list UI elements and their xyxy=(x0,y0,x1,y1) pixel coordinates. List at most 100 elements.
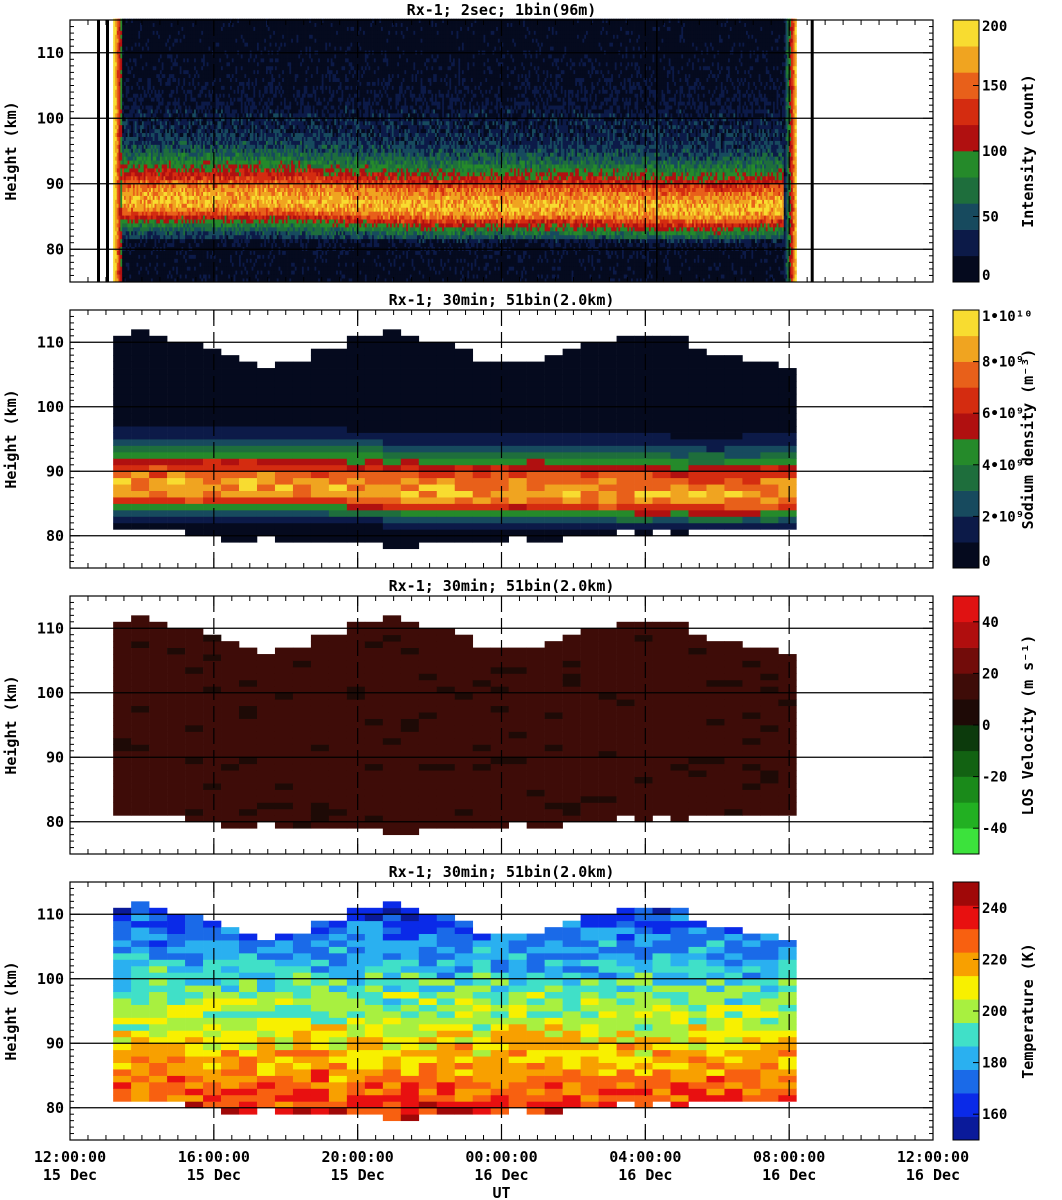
intensity-cell xyxy=(149,128,152,134)
intensity-cell xyxy=(185,262,188,267)
intensity-cell xyxy=(114,191,118,196)
intensity-cell xyxy=(145,89,148,94)
intensity-cell xyxy=(192,69,195,75)
intensity-cell xyxy=(122,234,125,240)
intensity-cell xyxy=(185,199,188,204)
intensity-cell xyxy=(156,223,159,228)
intensity-cell xyxy=(120,144,123,149)
intensity-cell xyxy=(156,160,159,165)
intensity-cell xyxy=(176,34,179,39)
intensity-cell xyxy=(123,105,127,110)
intensity-cell xyxy=(120,140,123,145)
intensity-cell xyxy=(141,262,145,267)
intensity-cell xyxy=(136,26,139,31)
intensity-cell xyxy=(176,42,179,47)
intensity-cell xyxy=(127,34,130,39)
intensity-cell xyxy=(174,175,177,181)
intensity-cell xyxy=(183,171,186,177)
intensity-cell xyxy=(186,164,190,169)
intensity-cell xyxy=(194,215,197,220)
intensity-cell xyxy=(170,171,173,177)
intensity-cell xyxy=(177,144,181,149)
intensity-cell xyxy=(114,18,118,24)
intensity-cell xyxy=(154,81,157,86)
intensity-cell xyxy=(159,156,163,161)
intensity-cell xyxy=(152,238,155,244)
intensity-cell xyxy=(168,101,172,106)
intensity-cell xyxy=(120,105,123,110)
intensity-cell xyxy=(116,219,119,224)
intensity-cell xyxy=(176,215,179,220)
intensity-cell xyxy=(170,215,173,220)
intensity-cell xyxy=(140,219,143,224)
intensity-cell xyxy=(185,136,188,141)
intensity-cell xyxy=(154,226,157,232)
intensity-cell xyxy=(113,105,116,110)
intensity-cell xyxy=(147,187,150,193)
intensity-cell xyxy=(149,73,152,79)
intensity-cell xyxy=(177,132,181,137)
intensity-cell xyxy=(192,203,195,208)
intensity-cell xyxy=(185,230,188,236)
intensity-cell xyxy=(147,278,150,283)
intensity-cell xyxy=(149,42,152,47)
intensity-cell xyxy=(145,168,148,173)
intensity-cell xyxy=(163,18,166,24)
intensity-cell xyxy=(188,34,191,39)
intensity-cell xyxy=(136,144,139,149)
intensity-cell xyxy=(163,160,166,165)
intensity-cell xyxy=(159,278,163,283)
intensity-cell xyxy=(170,211,173,216)
intensity-cell xyxy=(152,168,155,173)
intensity-cell xyxy=(118,270,121,275)
intensity-cell xyxy=(147,215,150,220)
intensity-cell xyxy=(114,116,118,122)
intensity-cell xyxy=(176,152,179,157)
intensity-cell xyxy=(163,22,166,27)
intensity-cell xyxy=(167,120,170,126)
intensity-cell xyxy=(168,73,172,79)
intensity-cell xyxy=(168,38,172,43)
intensity-cell xyxy=(158,195,161,200)
intensity-cell xyxy=(188,266,191,271)
intensity-cell xyxy=(186,22,190,27)
intensity-cell xyxy=(177,215,181,220)
intensity-cell xyxy=(127,132,130,137)
intensity-cell xyxy=(122,22,125,27)
intensity-cell xyxy=(118,207,121,212)
intensity-cell xyxy=(183,38,186,43)
intensity-cell xyxy=(140,242,143,248)
intensity-cell xyxy=(127,238,130,244)
intensity-cell xyxy=(127,234,130,240)
intensity-cell xyxy=(116,65,119,71)
intensity-cell xyxy=(185,34,188,39)
intensity-cell xyxy=(118,152,121,157)
intensity-cell xyxy=(186,85,190,90)
intensity-cell xyxy=(129,152,132,157)
intensity-cell xyxy=(163,262,166,267)
intensity-cell xyxy=(172,207,175,212)
intensity-cell xyxy=(132,160,136,165)
intensity-cell xyxy=(161,175,164,181)
intensity-cell xyxy=(127,266,130,271)
intensity-cell xyxy=(190,46,193,51)
intensity-cell xyxy=(181,46,184,51)
intensity-cell xyxy=(192,250,195,255)
intensity-cell xyxy=(132,250,136,255)
intensity-cell xyxy=(141,168,145,173)
intensity-cell xyxy=(140,42,143,47)
intensity-cell xyxy=(183,18,186,24)
intensity-cell xyxy=(140,175,143,181)
intensity-cell xyxy=(165,219,168,224)
intensity-cell xyxy=(114,175,118,181)
intensity-cell xyxy=(167,132,170,137)
intensity-cell xyxy=(183,258,186,263)
intensity-cell xyxy=(185,65,188,71)
intensity-cell xyxy=(122,116,125,122)
intensity-cell xyxy=(165,148,168,153)
intensity-cell xyxy=(172,124,175,130)
intensity-cell xyxy=(154,179,157,185)
intensity-cell xyxy=(159,18,163,24)
intensity-cell xyxy=(156,171,159,177)
intensity-cell xyxy=(149,254,152,259)
